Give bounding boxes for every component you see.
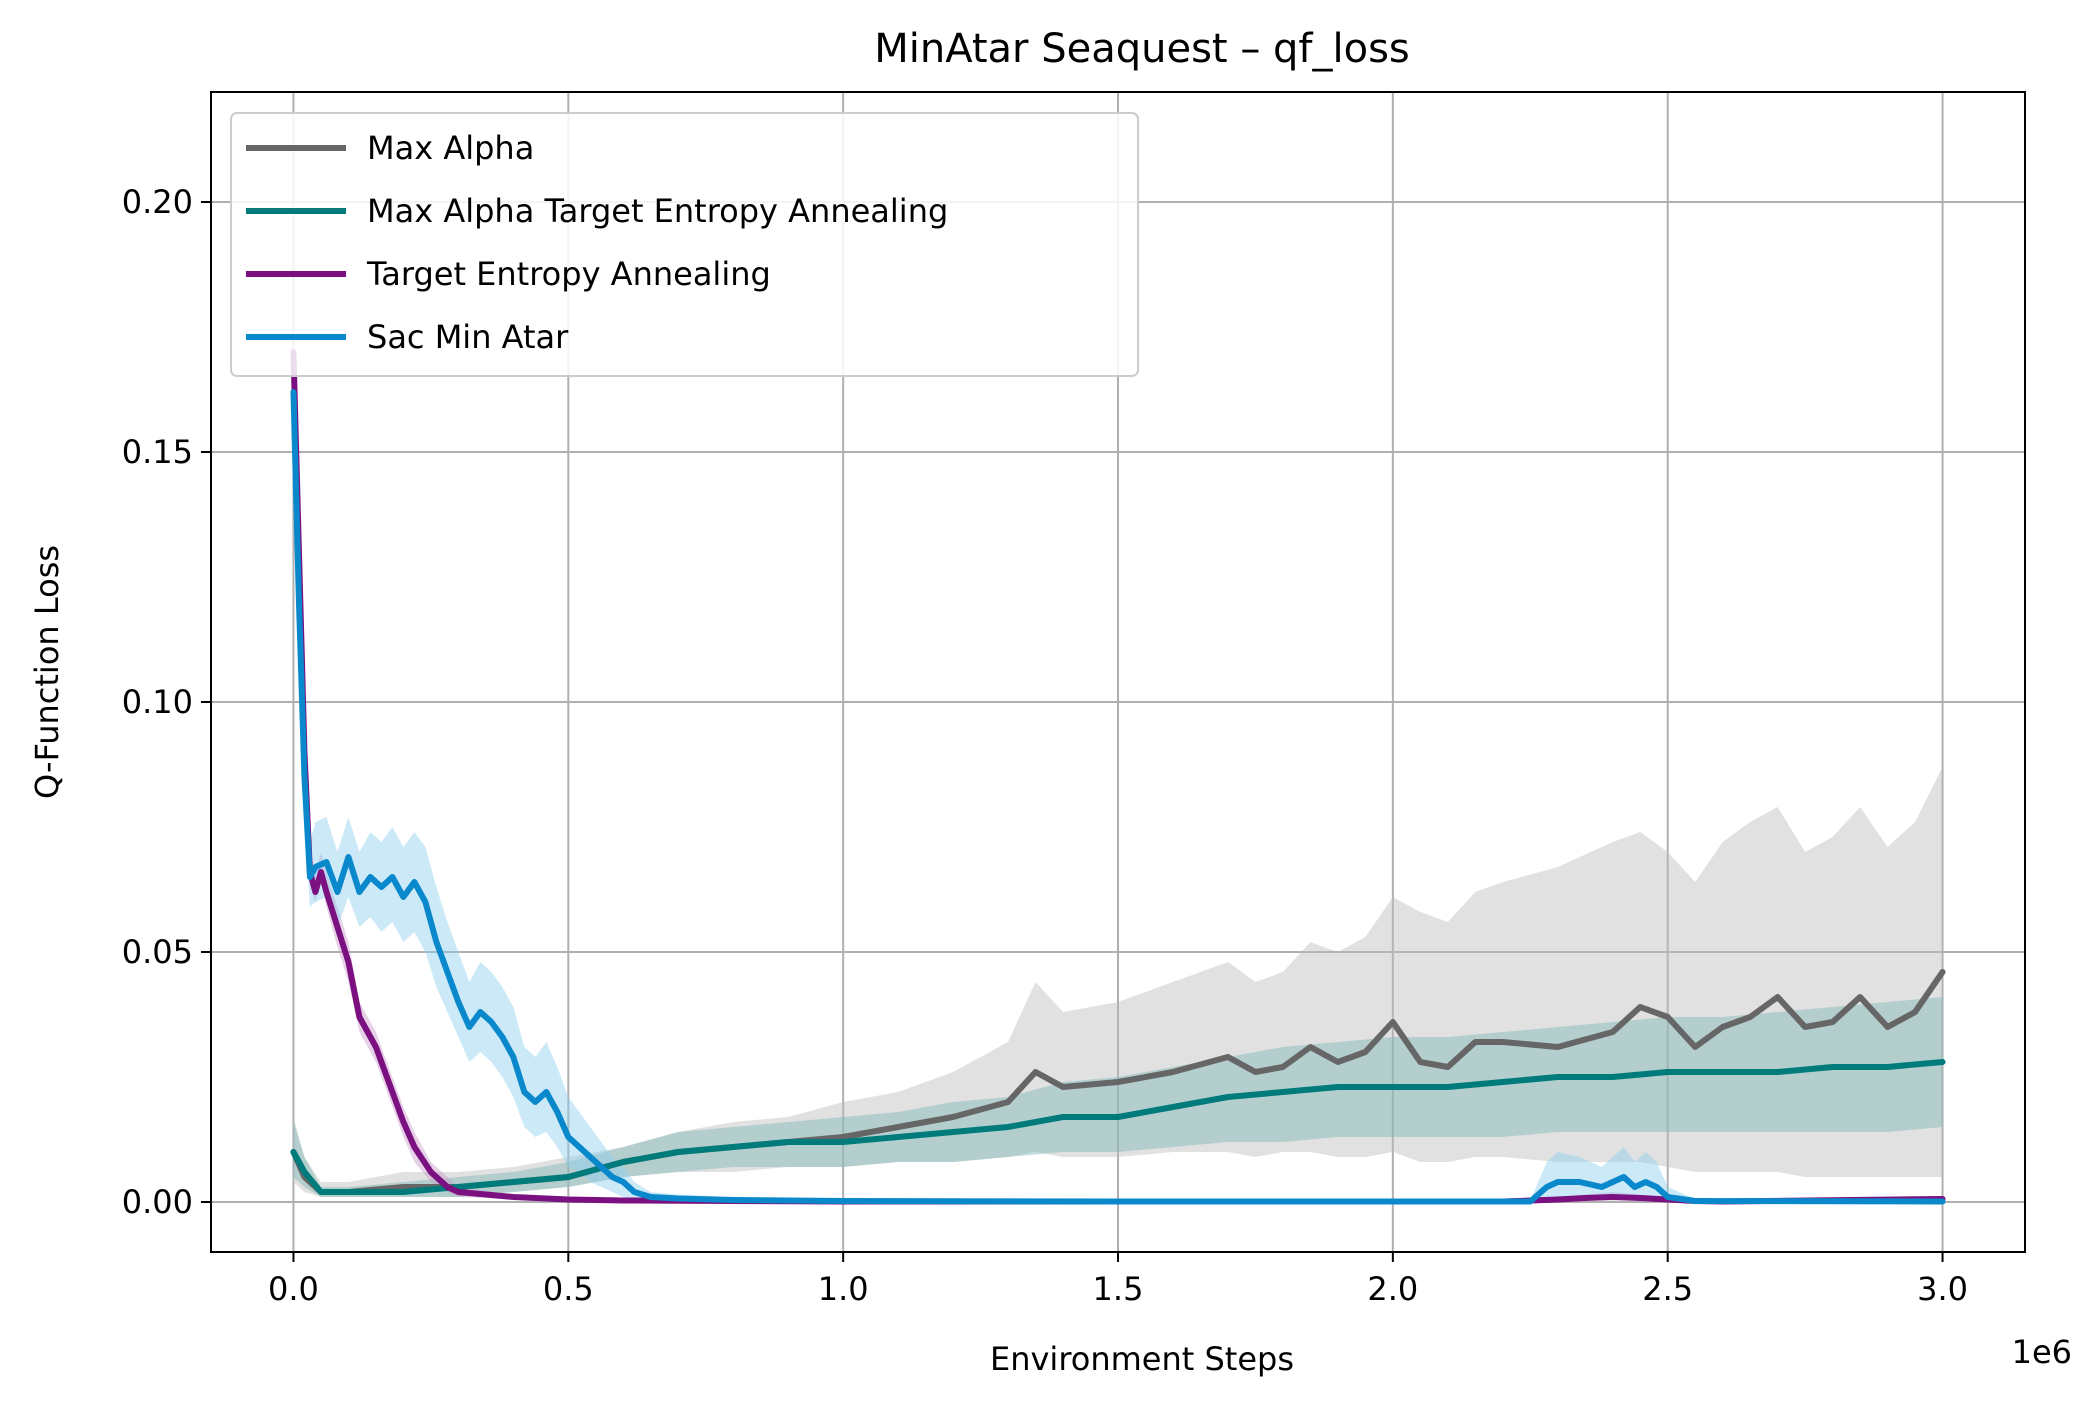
x-tick-label: 3.0 — [1917, 1270, 1968, 1308]
x-axis-label: Environment Steps — [990, 1340, 1294, 1378]
legend-label-target-entropy-annealing: Target Entropy Annealing — [366, 255, 771, 293]
y-tick-label: 0.05 — [122, 933, 193, 971]
x-axis-ticks: 0.0 0.5 1.0 1.5 2.0 2.5 3.0 — [268, 1252, 1968, 1308]
series-lines — [290, 349, 1946, 1205]
line-max-alpha-target-entropy-annealing — [290, 1059, 1946, 1195]
legend: Max Alpha Max Alpha Target Entropy Anneal… — [230, 112, 1139, 377]
y-tick-label: 0.10 — [122, 683, 193, 721]
legend-label-max-alpha: Max Alpha — [367, 129, 534, 167]
x-tick-label: 2.5 — [1642, 1270, 1693, 1308]
line-sac-min-atar — [290, 389, 1946, 1205]
y-tick-label: 0.20 — [122, 183, 193, 221]
y-axis-ticks: 0.00 0.05 0.10 0.15 0.20 — [122, 183, 211, 1221]
x-tick-label: 1.0 — [818, 1270, 869, 1308]
x-axis-offset-label: 1e6 — [2012, 1333, 2072, 1371]
legend-box — [230, 112, 1139, 377]
legend-label-max-alpha-target-entropy-annealing: Max Alpha Target Entropy Annealing — [367, 192, 948, 230]
x-tick-label: 0.5 — [543, 1270, 594, 1308]
y-axis-label: Q-Function Loss — [28, 545, 66, 799]
band-max-alpha — [293, 767, 1943, 1197]
chart-title: MinAtar Seaquest – qf_loss — [874, 26, 1410, 72]
line-target-entropy-annealing — [290, 349, 1946, 1205]
legend-label-sac-min-atar: Sac Min Atar — [367, 318, 569, 356]
x-tick-label: 1.5 — [1093, 1270, 1144, 1308]
y-tick-label: 0.00 — [122, 1183, 193, 1221]
y-tick-label: 0.15 — [122, 433, 193, 471]
x-tick-label: 0.0 — [268, 1270, 319, 1308]
x-tick-label: 2.0 — [1367, 1270, 1418, 1308]
